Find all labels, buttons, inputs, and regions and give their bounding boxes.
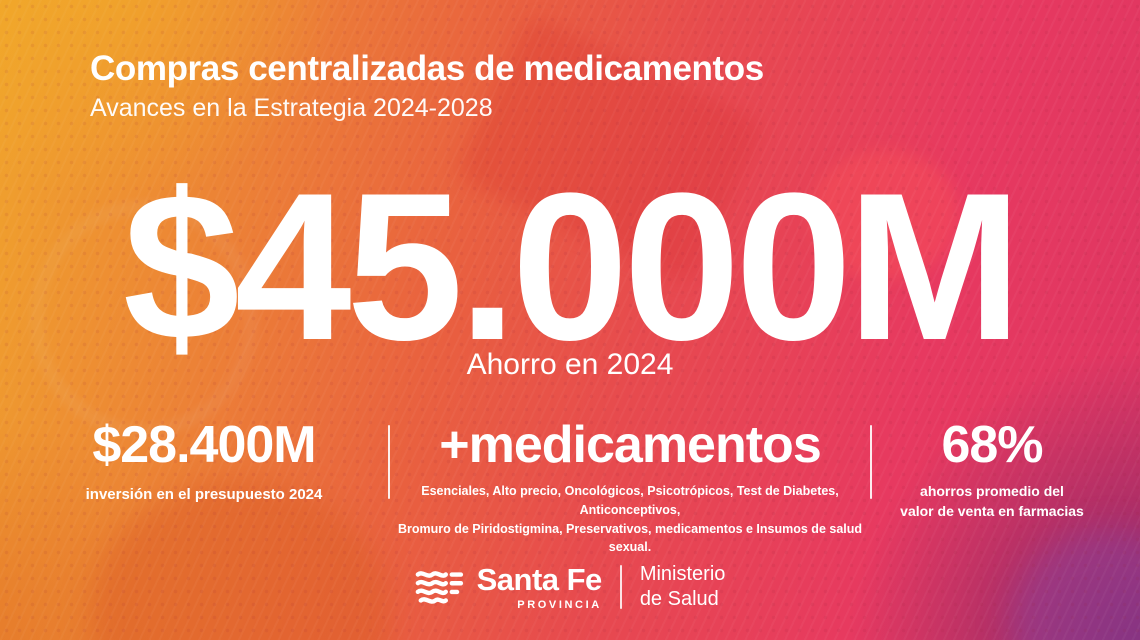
hero-amount: $45.000M: [122, 149, 1022, 384]
vertical-divider: [388, 425, 390, 499]
stat-medicines: +medicamentos Esenciales, Alto precio, O…: [388, 419, 872, 557]
header: Compras centralizadas de medicamentos Av…: [90, 49, 764, 123]
stat-savings-caption-line2: valor de venta en farmacias: [900, 503, 1084, 520]
stat-medicines-caption: Esenciales, Alto precio, Oncológicos, Ps…: [388, 482, 872, 557]
brand-text: Santa Fe PROVINCIA: [476, 561, 603, 611]
hero-caption: Ahorro en 2024: [466, 348, 674, 381]
stat-investment-value: $28.400M: [92, 416, 316, 474]
stat-medicines-caption-line2: Bromuro de Piridostigmina, Preservativos…: [397, 521, 863, 555]
stat-medicines-caption-line1: Esenciales, Alto precio, Oncológicos, Ps…: [421, 484, 839, 517]
ministry-label: Ministerio de Salud: [640, 562, 726, 612]
stats-row: $28.400M inversión en el presupuesto 202…: [0, 419, 1140, 554]
brand-subtitle: PROVINCIA: [517, 598, 602, 611]
stat-investment-caption: inversión en el presupuesto 2024: [85, 486, 323, 503]
santafe-flag-icon: [415, 571, 463, 604]
ministry-line2: de Salud: [639, 588, 719, 610]
page-title: Compras centralizadas de medicamentos: [90, 49, 764, 88]
footer: Santa Fe PROVINCIA Ministerio de Salud: [0, 562, 1140, 612]
page-subtitle: Avances en la Estrategia 2024-2028: [90, 93, 493, 122]
stat-medicines-value: +medicamentos: [439, 416, 822, 474]
stat-savings-percent-caption: ahorros promedio del valor de venta en f…: [872, 481, 1112, 522]
footer-divider: [619, 565, 622, 609]
stat-savings-caption-line1: ahorros promedio del: [920, 483, 1064, 499]
vertical-divider: [870, 425, 872, 499]
stat-savings-percent: 68% ahorros promedio del valor de venta …: [872, 419, 1112, 522]
stat-savings-percent-value: 68%: [941, 416, 1043, 474]
brand-name: Santa Fe: [476, 561, 603, 597]
santafe-brand: Santa Fe PROVINCIA: [415, 564, 602, 611]
stat-investment: $28.400M inversión en el presupuesto 202…: [20, 419, 388, 505]
ministry-line1: Ministerio: [639, 563, 726, 585]
